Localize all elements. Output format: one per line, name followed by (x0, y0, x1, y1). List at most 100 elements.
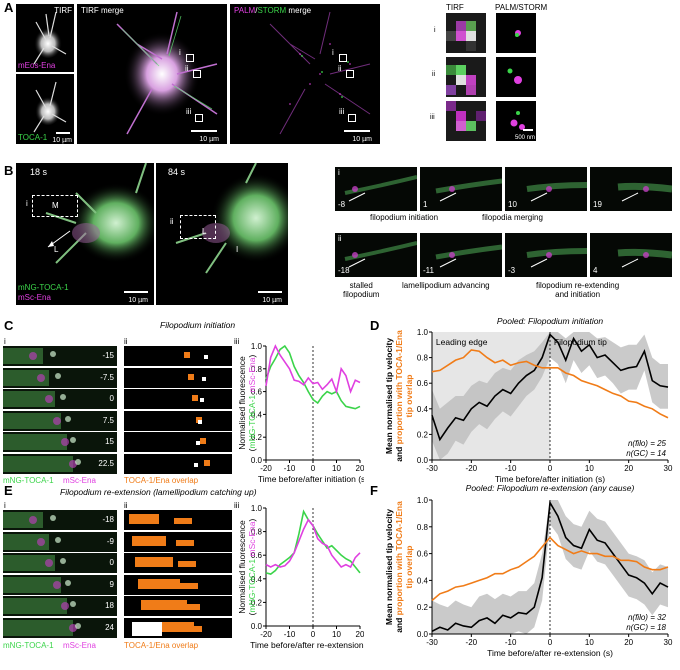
b-time-1: 18 s (30, 167, 48, 177)
x-tick-label: -20 (260, 630, 272, 639)
a-scale-storm-text: 10 µm (352, 136, 372, 143)
y-label-orange: proportion with TOCA-1/Ena (394, 501, 404, 615)
y-tick-label: 0.0 (417, 456, 429, 465)
c-sub-iii: iii (234, 337, 240, 346)
e-time: -9 (106, 536, 114, 546)
b-montage-row-ii: -18 -11 -3 4 ii (335, 233, 675, 277)
a-roi-label-ii-storm: ii (338, 64, 342, 73)
y-tick-label: 0.8 (251, 365, 263, 374)
y-tick-label: 0.8 (417, 523, 429, 532)
b-row1-time: 10 (508, 200, 517, 209)
b-legend-magenta: mSc-Ena (18, 293, 51, 302)
b-scalebar-1 (124, 291, 148, 293)
b-frame-84s-image: 84 s ii L I 10 µm (156, 163, 288, 305)
x-tick-label: -30 (426, 464, 438, 473)
panel-D-label: D (370, 318, 380, 333)
c-time: 22.5 (98, 458, 114, 468)
paren-open: ( (247, 612, 257, 615)
x-tick-label: 0 (311, 630, 316, 639)
a-roi-box-iii-storm (348, 114, 356, 122)
a-inset-roman-iii: iii (430, 114, 435, 121)
x-tick-label: 30 (664, 638, 673, 647)
y-axis-channels: (mNG-TOCA-1 mSc-Ena) (247, 518, 257, 615)
region-label-filopodium-tip: Filopodium tip (554, 337, 607, 347)
series-ci-band (432, 332, 668, 460)
a-inset-scalebar (523, 129, 533, 131)
b-row1-frame: 19 (590, 167, 672, 211)
y-tick-label: 0.2 (417, 603, 429, 612)
c-legend-green: mNG-TOCA-1 (3, 476, 54, 485)
panel-E-label: E (4, 483, 13, 498)
c-time: -7.5 (100, 372, 114, 382)
y-label-orange2: tip overlap (404, 546, 414, 589)
a-inset-storm-ii (496, 57, 536, 97)
c-sub-ii: ii (124, 337, 128, 346)
x-tick-label: -20 (466, 638, 478, 647)
b-row1-frame: 10 (505, 167, 587, 211)
y-tick-label: 0.0 (251, 622, 263, 631)
b-marker-m: M (52, 201, 59, 210)
c-title: Filopodium initiation (160, 320, 236, 330)
b-caption-merging: filopodia merging (482, 213, 543, 222)
c-overlap-label: TOCA-1/Ena overlap (124, 476, 199, 485)
n-filo-annotation: n(filo) = 32 (628, 613, 667, 622)
y-tick-label: 0.4 (417, 405, 429, 414)
panel-B-label: B (4, 163, 14, 178)
b-legend-green: mNG-TOCA-1 (18, 283, 69, 292)
x-tick-label: -10 (284, 464, 296, 473)
series-line-proportion-with-toca-1-ena-tip-overlap (431, 349, 669, 419)
c-strips-i: -15 -7.5 0 7.5 15 22.5 (3, 346, 117, 474)
b-row1-time: 1 (423, 200, 428, 209)
e-time: -18 (102, 515, 114, 524)
e-time: 0 (109, 558, 114, 567)
b-caption-lamellipodium: lamellipodium advancing (402, 281, 490, 290)
b-scale-1: 10 µm (128, 297, 148, 304)
c-strip: -7.5 (3, 367, 117, 388)
a-roi-box-i (186, 54, 194, 62)
y-axis-label: Normalised fluorescence (237, 520, 247, 614)
y-tick-label: 0.0 (417, 630, 429, 639)
series-line-mean-normalised-tip-velocity (431, 500, 669, 633)
a-roi-box-i-storm (339, 54, 347, 62)
a-roi-label-ii: ii (185, 64, 189, 73)
e-strips-ii (124, 510, 232, 638)
e-time: 9 (109, 579, 114, 589)
b-row2-time: -3 (508, 266, 516, 275)
c-time: 0 (109, 394, 114, 403)
e-overlap-strip (124, 574, 232, 595)
y-tick-label: 0.8 (251, 528, 263, 537)
b-time-2: 84 s (168, 167, 186, 177)
a-tirf-merge-label: TIRF merge (81, 6, 124, 15)
x-tick-label: -20 (466, 464, 478, 473)
c-overlap-strip (124, 432, 232, 452)
panel-A-label: A (4, 0, 14, 15)
x-tick-label: 20 (624, 464, 633, 473)
panel-C-label: C (4, 318, 14, 333)
paren-close: ) (247, 518, 257, 521)
c-strip: 15 (3, 432, 117, 452)
a-palm-label: PALM (234, 6, 256, 15)
c-strip: -15 (3, 346, 117, 366)
y-label-velocity: Mean normalised tip velocity (384, 509, 394, 625)
b-marker-l: L (54, 245, 59, 254)
x-tick-label: 20 (624, 638, 633, 647)
a-inset-roman-ii: ii (432, 71, 436, 78)
y-tick-label: 0.4 (417, 576, 429, 585)
x-tick-label: 30 (664, 464, 673, 473)
b-marker-l2: L (202, 227, 207, 236)
b-montage-row-i: -8 1 10 19 i (335, 167, 675, 211)
c-strip: 22.5 (3, 453, 117, 474)
paren-open: ( (247, 448, 257, 451)
e-strip: -18 (3, 510, 117, 530)
x-axis-label: Time before/after initiation (s) (258, 474, 364, 484)
a-palm-storm-image: PALM/STORM merge i ii iii 10 µm (230, 4, 380, 144)
y-tick-label: 1.0 (417, 328, 429, 337)
channel-magenta: mSc-Ena (247, 521, 257, 556)
y-axis-channels: (mNG-TOCA-1 mSc-Ena) (247, 354, 257, 451)
chart-title: Pooled: Filopodium initiation (497, 316, 604, 326)
b-row1-time: -8 (338, 200, 346, 209)
a-storm-label: STORM (257, 6, 287, 15)
c-overlap-strip (124, 367, 232, 388)
y-tick-label: 1.0 (417, 496, 429, 505)
b-roi-box-i (32, 195, 78, 217)
